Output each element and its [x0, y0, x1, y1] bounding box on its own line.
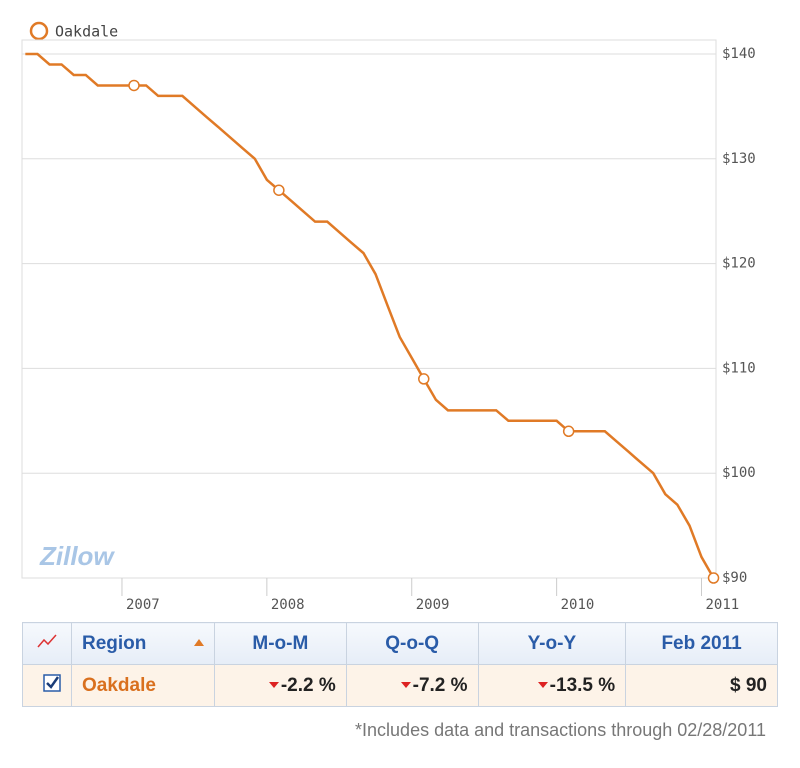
- data-row: Oakdale -2.2 % -7.2 % -13.5 % $ 90: [22, 664, 778, 707]
- x-tick-label: 2009: [416, 597, 450, 613]
- line: [25, 52, 715, 579]
- watermark: Zillow: [39, 541, 115, 571]
- header-cell[interactable]: Feb 2011: [625, 622, 778, 665]
- header-row: Region M-o-M Q-o-Q Y-o-Y Feb 2011: [22, 622, 778, 665]
- header-cell[interactable]: Region: [71, 622, 215, 665]
- value-cell: -13.5 %: [477, 664, 627, 707]
- y-tick-label: $100: [722, 465, 756, 481]
- footnote: *Includes data and transactions through …: [355, 720, 766, 740]
- plot-frame: [21, 39, 717, 579]
- y-tick-label: $140: [722, 46, 756, 62]
- chart-icon: [22, 622, 72, 665]
- value-cell: -2.2 %: [213, 664, 347, 707]
- x-tick-label: 2007: [126, 597, 160, 613]
- point-marker: [418, 373, 430, 385]
- value-text: -13.5 %: [549, 674, 616, 696]
- y-tick-label: $110: [722, 360, 756, 376]
- value-text: -7.2 %: [412, 674, 468, 696]
- point-marker: [562, 425, 575, 438]
- data-table: Region M-o-M Q-o-Q Y-o-Y Feb 2011 Oakdal…: [22, 622, 778, 707]
- point-marker: [273, 184, 285, 196]
- legend-label: Oakdale: [55, 23, 118, 41]
- value-cell: -7.2 %: [345, 664, 479, 707]
- legend-marker: [29, 21, 49, 41]
- value-text: -2.2 %: [280, 674, 336, 696]
- header-text: Region: [82, 632, 147, 654]
- point-marker: [707, 572, 720, 584]
- header-cell[interactable]: M-o-M: [213, 622, 347, 665]
- point-marker: [128, 79, 140, 92]
- header-cell[interactable]: Q-o-Q: [345, 622, 479, 665]
- header-cell[interactable]: Y-o-Y: [477, 622, 627, 665]
- x-tick-label: 2011: [706, 597, 740, 613]
- x-tick-label: 2008: [271, 597, 305, 613]
- y-tick-label: $90: [722, 570, 747, 586]
- region-cell: Oakdale: [71, 664, 215, 707]
- y-tick-label: $130: [722, 151, 756, 167]
- checkbox[interactable]: [22, 664, 72, 707]
- value-cell: $ 90: [625, 664, 778, 707]
- chart: Oakdale Zillow $90 $100 $110 $120 $130 $140 20…: [21, 21, 756, 613]
- y-tick-label: $120: [722, 256, 756, 272]
- x-tick-label: 2010: [561, 597, 595, 613]
